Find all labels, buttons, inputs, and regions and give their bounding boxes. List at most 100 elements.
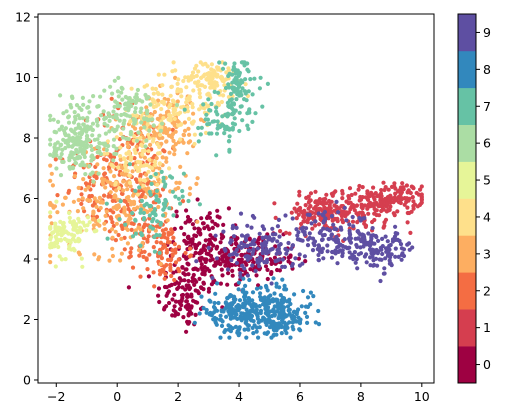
point-cluster-7 bbox=[176, 196, 181, 201]
point-cluster-6 bbox=[48, 117, 53, 123]
point-cluster-7 bbox=[159, 169, 164, 174]
point-cluster-1 bbox=[374, 208, 379, 213]
point-cluster-7 bbox=[227, 147, 232, 152]
point-cluster-7 bbox=[242, 97, 247, 102]
point-cluster-4 bbox=[215, 100, 220, 105]
point-cluster-3 bbox=[100, 176, 105, 181]
point-cluster-3 bbox=[124, 195, 130, 200]
point-cluster-3 bbox=[121, 188, 126, 193]
point-cluster-7 bbox=[139, 198, 144, 203]
point-cluster-1 bbox=[393, 191, 398, 196]
point-cluster-0 bbox=[199, 265, 204, 270]
x-tick-label: 2 bbox=[174, 389, 182, 404]
point-cluster-7 bbox=[216, 90, 221, 95]
point-cluster-5 bbox=[67, 244, 72, 249]
point-cluster-0 bbox=[193, 312, 198, 317]
colorbar-tick-label: 4 bbox=[483, 209, 491, 224]
point-cluster-9 bbox=[393, 246, 398, 251]
point-cluster-1 bbox=[402, 202, 407, 207]
point-cluster-3 bbox=[158, 261, 163, 267]
point-cluster-9 bbox=[362, 241, 367, 246]
point-cluster-0 bbox=[195, 289, 200, 294]
point-cluster-3 bbox=[171, 138, 176, 143]
point-cluster-9 bbox=[389, 252, 394, 257]
point-cluster-3 bbox=[131, 193, 136, 198]
point-cluster-1 bbox=[393, 198, 398, 203]
point-cluster-3 bbox=[154, 156, 159, 161]
point-cluster-7 bbox=[155, 219, 160, 224]
point-cluster-4 bbox=[172, 116, 177, 121]
point-cluster-6 bbox=[75, 156, 80, 161]
point-cluster-2 bbox=[110, 220, 115, 225]
point-cluster-3 bbox=[124, 182, 129, 187]
point-cluster-8 bbox=[229, 293, 234, 298]
point-cluster-6 bbox=[66, 114, 71, 119]
point-cluster-3 bbox=[146, 186, 151, 191]
point-cluster-8 bbox=[236, 280, 242, 285]
point-cluster-9 bbox=[305, 243, 311, 248]
point-cluster-3 bbox=[119, 251, 124, 256]
point-cluster-8 bbox=[287, 311, 292, 316]
point-cluster-1 bbox=[278, 229, 283, 234]
point-cluster-5 bbox=[77, 238, 82, 243]
point-cluster-0 bbox=[201, 287, 206, 292]
point-cluster-3 bbox=[49, 221, 54, 226]
point-cluster-4 bbox=[146, 149, 151, 154]
point-cluster-0 bbox=[226, 206, 231, 211]
point-cluster-6 bbox=[58, 143, 63, 148]
point-cluster-8 bbox=[272, 291, 277, 296]
point-cluster-4 bbox=[205, 64, 210, 69]
point-cluster-7 bbox=[227, 85, 232, 90]
point-cluster-9 bbox=[325, 243, 330, 248]
point-cluster-1 bbox=[272, 201, 277, 206]
point-cluster-3 bbox=[81, 206, 86, 211]
point-cluster-0 bbox=[185, 218, 191, 223]
point-cluster-4 bbox=[173, 108, 178, 113]
point-cluster-7 bbox=[133, 218, 138, 223]
point-cluster-3 bbox=[103, 213, 108, 218]
point-cluster-4 bbox=[151, 91, 156, 96]
point-cluster-8 bbox=[224, 314, 229, 319]
point-cluster-3 bbox=[160, 135, 165, 140]
point-cluster-0 bbox=[218, 240, 223, 245]
point-cluster-4 bbox=[157, 161, 162, 166]
point-cluster-7 bbox=[206, 97, 211, 102]
point-cluster-0 bbox=[172, 313, 177, 318]
point-cluster-3 bbox=[167, 127, 172, 132]
point-cluster-6 bbox=[76, 150, 81, 155]
point-cluster-3 bbox=[110, 246, 115, 251]
point-cluster-2 bbox=[95, 154, 100, 160]
point-cluster-2 bbox=[162, 276, 167, 281]
point-cluster-6 bbox=[61, 111, 66, 116]
point-cluster-6 bbox=[80, 116, 85, 121]
point-cluster-8 bbox=[271, 332, 276, 337]
point-cluster-1 bbox=[400, 181, 405, 186]
point-cluster-8 bbox=[262, 331, 267, 336]
point-cluster-6 bbox=[68, 102, 73, 108]
point-cluster-8 bbox=[267, 325, 273, 330]
point-cluster-7 bbox=[163, 199, 169, 204]
point-cluster-8 bbox=[255, 314, 260, 319]
point-cluster-7 bbox=[181, 171, 186, 176]
point-cluster-8 bbox=[288, 335, 293, 340]
point-cluster-6 bbox=[128, 129, 133, 135]
point-cluster-1 bbox=[297, 189, 302, 194]
point-cluster-1 bbox=[375, 202, 380, 207]
point-cluster-2 bbox=[145, 181, 150, 186]
point-cluster-9 bbox=[347, 250, 352, 255]
point-cluster-0 bbox=[192, 226, 197, 231]
point-cluster-5 bbox=[53, 264, 58, 269]
point-cluster-5 bbox=[64, 230, 69, 235]
point-cluster-6 bbox=[54, 166, 59, 171]
point-cluster-8 bbox=[236, 303, 241, 308]
point-cluster-1 bbox=[303, 203, 308, 208]
point-cluster-3 bbox=[165, 218, 170, 223]
point-cluster-7 bbox=[104, 201, 109, 206]
point-cluster-0 bbox=[265, 276, 270, 282]
point-cluster-0 bbox=[179, 293, 185, 298]
point-cluster-9 bbox=[257, 264, 262, 269]
point-cluster-8 bbox=[316, 322, 322, 327]
point-cluster-4 bbox=[159, 106, 164, 112]
colorbar-tick-label: 8 bbox=[483, 62, 491, 77]
point-cluster-0 bbox=[179, 278, 184, 283]
